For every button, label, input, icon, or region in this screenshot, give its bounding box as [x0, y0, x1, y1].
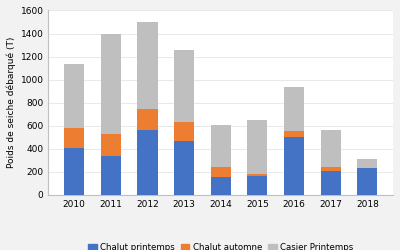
Bar: [284, 137, 304, 195]
Bar: [247, 120, 268, 174]
Bar: [321, 171, 341, 195]
Bar: [64, 64, 84, 128]
Bar: [101, 34, 121, 134]
Bar: [211, 177, 231, 195]
Bar: [321, 130, 341, 167]
Bar: [138, 130, 158, 195]
Bar: [357, 159, 377, 168]
Bar: [64, 128, 84, 148]
Bar: [138, 22, 158, 109]
Bar: [357, 168, 377, 195]
Bar: [174, 122, 194, 141]
Bar: [138, 109, 158, 130]
Bar: [247, 174, 268, 176]
Bar: [101, 156, 121, 195]
Bar: [211, 167, 231, 177]
Bar: [174, 141, 194, 195]
Bar: [321, 167, 341, 171]
Bar: [101, 134, 121, 156]
Bar: [174, 50, 194, 122]
Legend: Chalut printemps, Chalut automne, Casier Printemps: Chalut printemps, Chalut automne, Casier…: [84, 240, 357, 250]
Bar: [211, 125, 231, 167]
Bar: [284, 87, 304, 131]
Bar: [64, 148, 84, 195]
Bar: [284, 131, 304, 137]
Bar: [247, 176, 268, 195]
Y-axis label: Poids de seiche débarqué (T): Poids de seiche débarqué (T): [7, 37, 16, 168]
